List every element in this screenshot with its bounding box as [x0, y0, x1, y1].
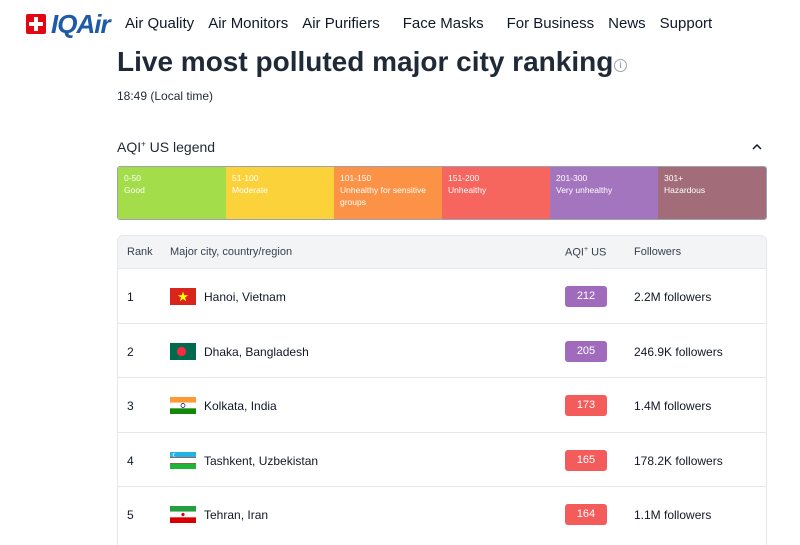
row-followers: 178.2K followers	[634, 453, 723, 468]
vietnam-flag-icon	[170, 288, 196, 305]
legend-segment-unhealthy: 151-200 Unhealthy	[442, 167, 550, 219]
header-rank: Rank	[127, 246, 153, 258]
iran-flag-icon	[170, 506, 196, 523]
table-row[interactable]: 5 Tehran, Iran 164 1.1M followers	[118, 486, 766, 541]
main-nav: Air Quality Air Monitors Air Purifiers F…	[125, 15, 726, 32]
nav-air-purifiers[interactable]: Air Purifiers	[302, 15, 380, 32]
row-rank: 5	[127, 508, 134, 522]
table-row[interactable]: 2 Dhaka, Bangladesh 205 246.9K followers	[118, 322, 766, 378]
swiss-flag-icon	[26, 14, 46, 34]
row-city[interactable]: Kolkata, India	[204, 399, 277, 413]
legend-segment-very-unhealthy: 201-300 Very unhealthy	[550, 167, 658, 219]
logo-text: IQAir	[51, 9, 111, 39]
row-rank: 4	[127, 453, 134, 468]
table-row[interactable]: 1 Hanoi, Vietnam 212 2.2M followers	[118, 268, 766, 323]
nav-face-masks[interactable]: Face Masks	[402, 15, 484, 32]
legend-segment-unhealthy-sensitive: 101-150 Unhealthy for sensitive groups	[334, 167, 442, 219]
row-city[interactable]: Tehran, Iran	[204, 508, 269, 522]
legend-label: Good	[124, 185, 145, 195]
aqi-badge: 165	[565, 449, 607, 471]
local-time: 18:49 (Local time)	[117, 89, 214, 103]
legend-range: 151-200	[448, 173, 480, 183]
row-followers: 2.2M followers	[634, 290, 712, 304]
legend-label: Hazardous	[664, 185, 706, 195]
aqi-badge: 212	[565, 286, 607, 307]
row-rank: 3	[127, 399, 134, 413]
nav-for-business[interactable]: For Business	[506, 15, 595, 32]
header-followers: Followers	[634, 246, 682, 258]
row-followers: 246.9K followers	[634, 344, 723, 359]
site-header: IQAir Air Quality Air Monitors Air Purif…	[0, 0, 800, 46]
bangladesh-flag-icon	[170, 342, 196, 360]
legend-label: Very unhealthy	[556, 185, 613, 195]
nav-news[interactable]: News	[608, 15, 646, 32]
legend-segment-moderate: 51-100 Moderate	[226, 167, 334, 219]
legend-range: 0-50	[124, 173, 142, 183]
legend-range: 51-100	[232, 173, 259, 183]
aqi-badge: 164	[565, 504, 607, 525]
legend-range: 101-150	[340, 173, 372, 183]
nav-air-quality[interactable]: Air Quality	[125, 15, 195, 32]
ranking-table: Rank Major city, country/region AQI+ US …	[117, 235, 767, 545]
header-city: Major city, country/region	[170, 246, 293, 258]
aqi-badge: 173	[565, 395, 607, 416]
legend-range: 201-300	[556, 173, 588, 183]
row-city[interactable]: Dhaka, Bangladesh	[204, 344, 309, 359]
nav-support[interactable]: Support	[659, 15, 713, 32]
aqi-legend-bar: 0-50 Good 51-100 Moderate 101-150 Unheal…	[117, 166, 767, 220]
legend-title: AQI+ US legend	[117, 139, 215, 155]
legend-label: Moderate	[232, 185, 268, 195]
table-row[interactable]: 4 Tashkent, Uzbekistan 165 178.2K follow…	[118, 431, 766, 487]
iqair-logo[interactable]: IQAir	[26, 9, 111, 39]
legend-range: 301+	[664, 173, 684, 183]
row-followers: 1.4M followers	[634, 399, 712, 413]
chevron-up-icon[interactable]	[752, 142, 762, 152]
table-row[interactable]: 3 Kolkata, India 173 1.4M followers	[118, 377, 766, 432]
legend-label: Unhealthy for sensitive groups	[340, 185, 426, 207]
legend-title-suffix: US legend	[145, 139, 216, 155]
page-title: Live most polluted major city ranking	[117, 46, 614, 77]
header-aqi-label: AQI	[565, 246, 584, 259]
legend-label: Unhealthy	[448, 185, 487, 195]
india-flag-icon	[170, 397, 196, 414]
aqi-badge: 205	[565, 340, 607, 362]
header-aqi-suffix: US	[588, 246, 607, 259]
header-aqi[interactable]: AQI+ US	[565, 246, 606, 259]
row-rank: 1	[127, 290, 134, 304]
legend-segment-good: 0-50 Good	[118, 167, 226, 219]
row-rank: 2	[127, 344, 134, 359]
row-city[interactable]: Tashkent, Uzbekistan	[204, 453, 319, 468]
legend-title-sup: +	[141, 139, 146, 149]
info-icon[interactable]: i	[614, 59, 627, 72]
row-city[interactable]: Hanoi, Vietnam	[204, 290, 286, 304]
row-followers: 1.1M followers	[634, 508, 712, 522]
uzbekistan-flag-icon	[170, 451, 196, 469]
legend-title-aqi: AQI	[117, 139, 142, 155]
table-header: Rank Major city, country/region AQI+ US …	[118, 236, 766, 268]
legend-segment-hazardous: 301+ Hazardous	[658, 167, 766, 219]
header-aqi-sup: +	[583, 246, 589, 253]
nav-air-monitors[interactable]: Air Monitors	[208, 15, 289, 32]
